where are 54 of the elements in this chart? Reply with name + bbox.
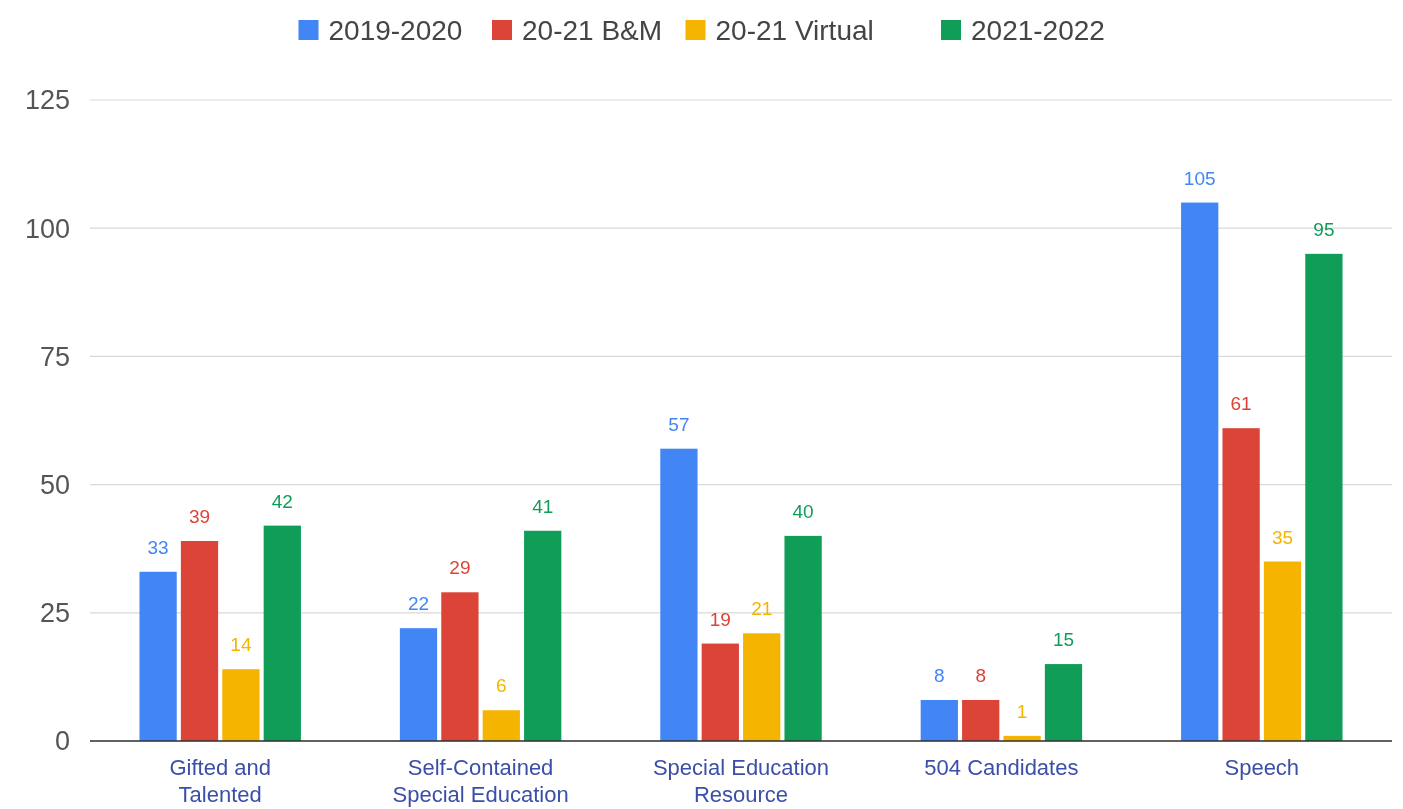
- y-tick-label: 25: [39, 598, 70, 629]
- data-label: 95: [1313, 218, 1335, 240]
- legend-label: 2021-2022: [971, 14, 1105, 46]
- bar: [139, 571, 177, 741]
- bar: [962, 699, 1000, 741]
- y-tick-label: 100: [24, 213, 70, 244]
- bar: [441, 592, 479, 741]
- data-label: 61: [1230, 393, 1252, 415]
- bar: [1305, 253, 1343, 741]
- data-label: 21: [751, 598, 773, 620]
- bar: [180, 541, 219, 741]
- data-label: 57: [668, 413, 690, 435]
- legend-label: 2019-2020: [328, 14, 463, 46]
- data-label: 29: [449, 557, 471, 579]
- x-tick-label: Self-Contained Special Education: [392, 755, 569, 807]
- data-label: 35: [1271, 526, 1294, 548]
- data-label: 6: [496, 675, 507, 697]
- x-tick-label: Gifted and Talented: [169, 755, 271, 807]
- data-label: 8: [934, 664, 945, 686]
- bar: [1181, 202, 1219, 741]
- data-label: 8: [975, 664, 986, 686]
- data-label: 33: [147, 536, 169, 558]
- bar: [399, 628, 438, 741]
- bar: [222, 669, 260, 741]
- bar: [701, 643, 739, 741]
- data-label: 39: [188, 506, 211, 528]
- y-tick-label: 50: [39, 470, 70, 501]
- bar: [660, 448, 698, 741]
- data-label: 105: [1183, 167, 1216, 189]
- bar: [1222, 428, 1260, 741]
- data-label: 19: [709, 608, 731, 630]
- bar: [743, 633, 781, 741]
- x-tick-label: Speech: [1224, 755, 1300, 780]
- data-label: 15: [1052, 629, 1075, 651]
- data-label: 14: [230, 634, 252, 656]
- data-label: 42: [271, 490, 293, 512]
- bar: [482, 710, 520, 741]
- bar: [920, 699, 958, 741]
- x-tick-label: 504 Candidates: [924, 755, 1079, 780]
- bar: [1044, 664, 1083, 741]
- data-label: 22: [407, 593, 430, 615]
- bar: [1263, 561, 1302, 741]
- bar: [524, 530, 562, 741]
- legend-label: 20-21 B&M: [522, 14, 663, 46]
- data-label: 1: [1016, 700, 1028, 722]
- bar: [263, 525, 301, 741]
- bar: [784, 535, 822, 741]
- y-tick-label: 125: [24, 85, 70, 116]
- data-label: 40: [792, 500, 814, 522]
- y-tick-label: 0: [54, 726, 70, 757]
- y-tick-label: 75: [39, 341, 70, 372]
- x-tick-label: Special Education Resource: [652, 755, 830, 807]
- legend-label: 20-21 Virtual: [715, 14, 874, 46]
- data-label: 41: [532, 495, 554, 517]
